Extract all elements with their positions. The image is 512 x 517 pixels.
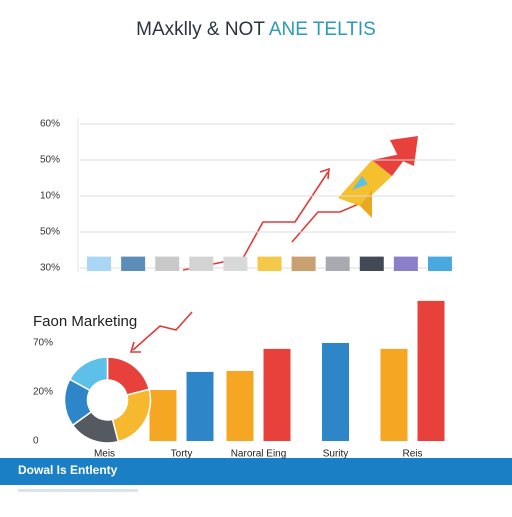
bar [325,256,350,271]
bar [121,256,146,271]
bar [359,256,384,271]
bar [427,256,452,271]
y-tick-label: 20% [33,387,53,398]
y-tick-label: 60% [40,119,60,130]
page-title: MAxklly & NOT ANE TELTIS [136,19,376,40]
y-tick-label: 30% [40,263,60,274]
bar [322,343,349,441]
bar [291,256,316,271]
pie-slice [111,388,152,443]
bar [223,256,248,271]
bar [189,256,214,271]
x-tick-label: Reis [402,449,422,460]
bar [226,370,254,441]
bar [257,256,282,271]
rocket-icon [338,136,418,218]
bar [87,256,112,271]
footer-band [0,458,512,485]
bar [149,390,177,441]
bar [263,348,291,441]
y-tick-label: 10% [40,191,60,202]
y-tick-label: 70% [33,338,53,349]
chart-subtitle: Faon Marketing [33,313,137,330]
bar [186,371,214,441]
x-tick-label: Naroral Eing [231,449,287,460]
x-tick-label: Torty [171,449,193,460]
y-tick-label: 0 [33,436,39,447]
pie-slice [68,356,109,392]
y-tick-label: 50% [40,227,60,238]
footer-text: Dowal Is Entlenty [18,463,118,477]
trend-arrow [129,167,369,353]
title-main: MAxklly & NOT [136,19,265,40]
title-accent: ANE TELTIS [269,19,376,40]
bar [393,256,418,271]
bar [417,300,445,441]
x-tick-label: Surity [323,449,349,460]
bar [155,256,180,271]
y-tick-label: 50% [40,155,60,166]
bar [380,348,408,441]
pie-slice [106,356,151,396]
x-tick-label: Meis [94,449,115,460]
footer-strip [18,489,138,492]
